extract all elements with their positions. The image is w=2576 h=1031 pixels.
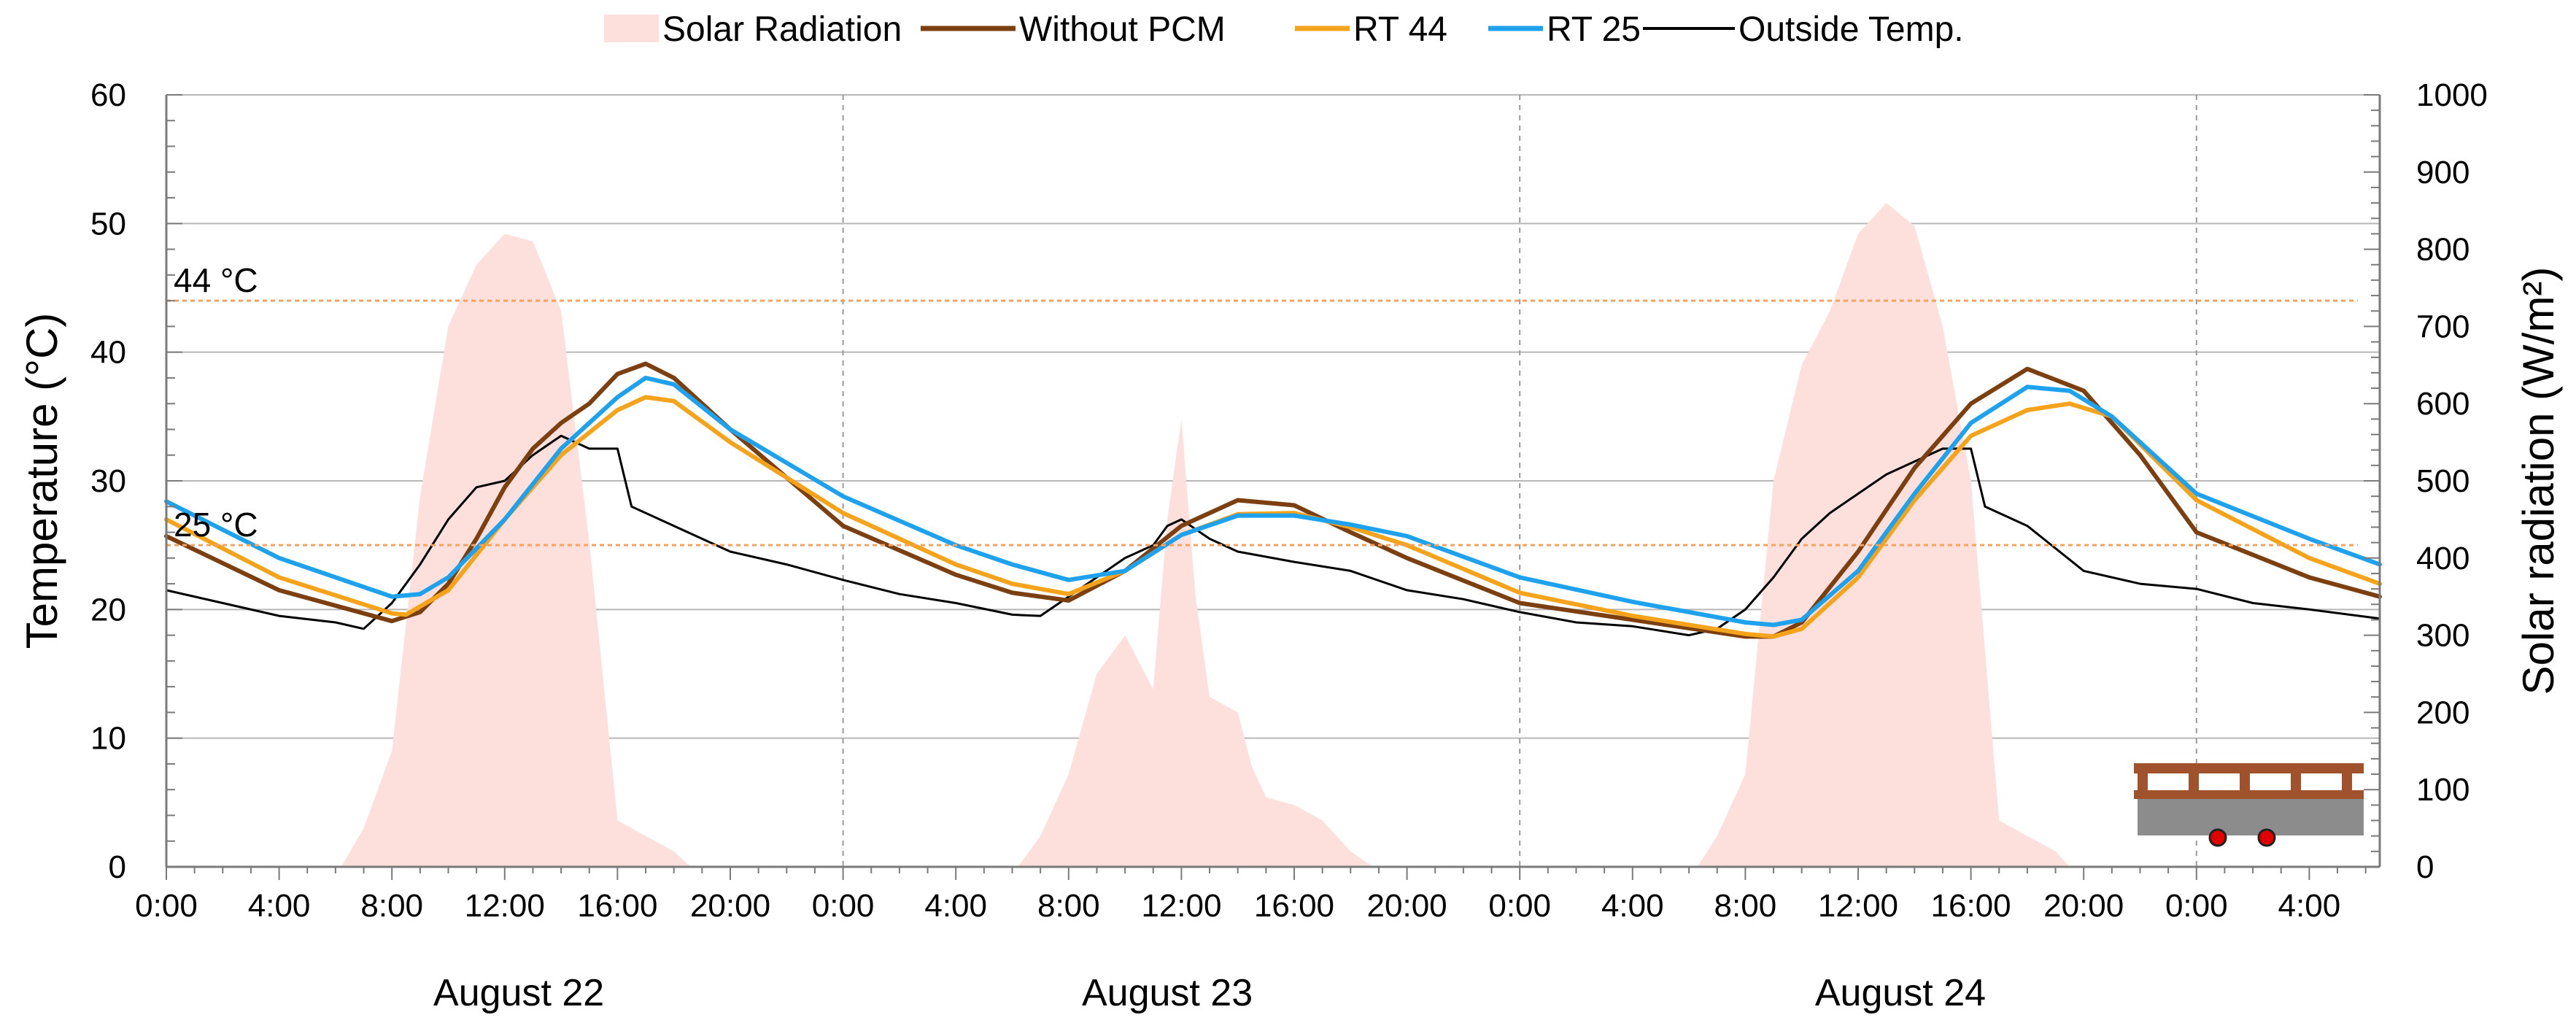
y-tick-label-left: 20: [90, 592, 126, 628]
legend-label: Solar Radiation: [662, 10, 902, 49]
y-tick-label-right: 600: [2416, 386, 2469, 422]
x-tick-label: 20:00: [1367, 888, 1447, 924]
legend: Solar Radiation Without PCM RT 44 RT 25 Outs…: [604, 10, 1964, 49]
y-tick-label-right: 300: [2416, 618, 2469, 654]
frame-post: [2240, 763, 2250, 799]
x-tick-label: 12:00: [1818, 888, 1898, 924]
frame-post: [2342, 763, 2352, 799]
x-tick-label: 20:00: [690, 888, 770, 924]
solar-radiation-fill: [166, 203, 2380, 867]
y-axis-title-left: Temperature (°C): [18, 313, 66, 649]
y-tick-label-right: 500: [2416, 463, 2469, 499]
frame-post: [2138, 763, 2148, 799]
solar-radiation-area: [166, 203, 2380, 867]
y-tick-label-right: 800: [2416, 232, 2469, 268]
date-label: August 24: [1815, 972, 1986, 1014]
frame-post: [2291, 763, 2301, 799]
x-tick-label: 8:00: [360, 888, 423, 924]
x-tick-label: 0:00: [2165, 888, 2228, 924]
y-tick-label-left: 30: [90, 463, 126, 499]
x-tick-label: 8:00: [1037, 888, 1100, 924]
legend-label: RT 25: [1547, 10, 1641, 49]
legend-swatch-solar-radiation: [604, 15, 659, 42]
x-tick-label: 4:00: [1601, 888, 1664, 924]
y-tick-label-right: 700: [2416, 309, 2469, 344]
series-line-without-pcm: [164, 361, 2382, 639]
x-tick-label: 12:00: [465, 888, 545, 924]
y-tick-label-right: 0: [2416, 849, 2434, 885]
y-axis-title-right: Solar radiation (W/m²): [2514, 267, 2563, 695]
x-tick-label: 16:00: [1254, 888, 1334, 924]
sensor-diagram-icon: [2134, 763, 2364, 847]
date-label: August 22: [433, 972, 604, 1014]
y-tick-label-right: 200: [2416, 695, 2469, 730]
x-tick-label: 20:00: [2043, 888, 2124, 924]
reference-line-label: 44 °C: [174, 261, 258, 299]
x-tick-label: 4:00: [248, 888, 311, 924]
x-tick-label: 16:00: [1931, 888, 2011, 924]
slab-block: [2138, 798, 2364, 835]
y-tick-label-left: 10: [90, 721, 126, 757]
legend-label: RT 44: [1353, 10, 1447, 49]
sensor-dot: [2208, 828, 2227, 847]
legend-label: Without PCM: [1019, 10, 1226, 49]
y-tick-label-right: 100: [2416, 772, 2469, 808]
axes: [165, 94, 2381, 880]
y-tick-label-right: 400: [2416, 541, 2469, 576]
y-tick-label-left: 60: [90, 77, 126, 113]
x-tick-label: 0:00: [1488, 888, 1551, 924]
reference-lines: 44 °C 25 °C: [166, 261, 2358, 547]
x-tick-label: 4:00: [924, 888, 987, 924]
y-tick-label-left: 0: [109, 849, 126, 885]
frame-post: [2189, 763, 2199, 799]
x-tick-label: 16:00: [577, 888, 657, 924]
sensor-dot: [2257, 828, 2276, 847]
series-line-rt-25: [164, 375, 2382, 628]
y-tick-label-left: 40: [90, 335, 126, 371]
x-tick-label: 8:00: [1714, 888, 1777, 924]
tick-labels: 0102030405060010020030040050060070080090…: [18, 77, 2563, 1014]
date-label: August 23: [1082, 972, 1253, 1014]
x-tick-label: 0:00: [812, 888, 875, 924]
x-tick-label: 4:00: [2278, 888, 2341, 924]
series-lines: [164, 361, 2382, 639]
x-tick-label: 12:00: [1141, 888, 1221, 924]
reference-line-label: 25 °C: [174, 506, 258, 544]
y-tick-label-left: 50: [90, 206, 126, 242]
x-tick-label: 0:00: [135, 888, 198, 924]
y-tick-label-right: 1000: [2416, 77, 2488, 113]
y-tick-label-right: 900: [2416, 155, 2469, 190]
legend-label: Outside Temp.: [1738, 10, 1964, 49]
